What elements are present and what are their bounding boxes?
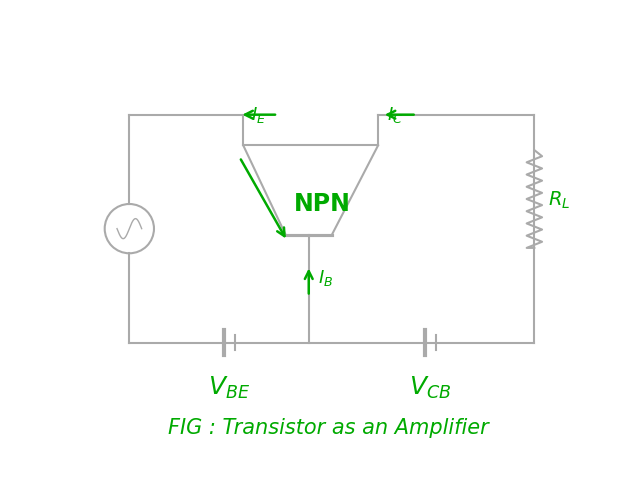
Text: $V_{CB}$: $V_{CB}$ <box>410 374 452 401</box>
Text: FIG : Transistor as an Amplifier: FIG : Transistor as an Amplifier <box>168 417 488 437</box>
Text: $I_B$: $I_B$ <box>318 268 333 288</box>
Text: $V_{BE}$: $V_{BE}$ <box>209 374 250 401</box>
Text: $I_C$: $I_C$ <box>387 105 403 125</box>
Text: $R_L$: $R_L$ <box>548 189 570 210</box>
Text: $I_E$: $I_E$ <box>251 105 266 125</box>
Text: NPN: NPN <box>294 192 351 216</box>
